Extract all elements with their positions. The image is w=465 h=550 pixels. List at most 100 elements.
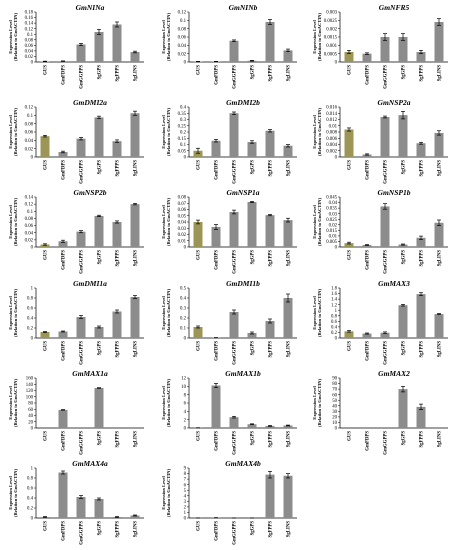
y-tick-label: 0.003 xyxy=(326,11,337,16)
bar xyxy=(416,237,426,247)
x-tick-label: SgFPPS xyxy=(116,521,121,538)
bar xyxy=(265,425,275,428)
y-axis-label: Expression Level xyxy=(8,386,13,420)
y-tick-label: 0.04 xyxy=(178,44,187,49)
x-tick-label: SgFPPS xyxy=(116,341,121,358)
y-axis-label: Expression Level xyxy=(8,115,13,149)
x-tick-label: GmFDPS xyxy=(366,250,371,270)
bar xyxy=(247,142,257,157)
y-tick-label: 80 xyxy=(28,402,33,407)
x-tick-label: GmFDPS xyxy=(215,65,220,85)
chart-title: GmMAX1a xyxy=(72,369,108,378)
y-tick-label: 0.12 xyxy=(25,106,34,111)
y-tick-label: 0.016 xyxy=(326,106,337,111)
x-tick-label: GmGGPPS xyxy=(384,341,389,365)
bar xyxy=(362,333,372,338)
x-tick-label: SgFPPS xyxy=(269,341,274,358)
bar xyxy=(283,50,293,62)
y-axis-label-unit: (Relation to GmACTIN) xyxy=(166,379,171,427)
y-tick-label: 8 xyxy=(184,393,187,398)
y-axis-label-unit: (Relation to GmACTIN) xyxy=(166,469,171,517)
x-tick-label: GmFDPS xyxy=(215,431,220,451)
chart-panel: GmMAX1a Expression Level (Relation to GmAC… xyxy=(8,369,144,455)
y-tick-label: 0 xyxy=(184,427,187,432)
x-tick-label: SgGPS xyxy=(98,431,103,446)
y-axis-label-unit: (Relation to GmACTIN) xyxy=(317,379,322,427)
x-tick-label: SgLINS xyxy=(287,65,292,82)
bar xyxy=(193,150,203,157)
x-tick-label: GmFDPS xyxy=(215,160,220,180)
x-tick-label: GUS xyxy=(44,160,49,170)
x-tick-label: SgLINS xyxy=(134,521,139,538)
chart-title: GmMAX3 xyxy=(378,279,410,288)
bar xyxy=(40,136,50,157)
y-tick-label: 0.06 xyxy=(25,131,34,136)
y-tick-label: 0.002 xyxy=(326,27,337,32)
y-tick-label: 0.04 xyxy=(329,201,338,206)
y-tick-label: 50 xyxy=(332,399,337,404)
x-tick-label: GmGGPPS xyxy=(384,65,389,89)
x-tick-label: SgLINS xyxy=(134,431,139,448)
y-tick-label: 0.2 xyxy=(331,331,338,336)
y-tick-label: 0.02 xyxy=(25,147,34,152)
x-tick-label: GUS xyxy=(197,341,202,351)
x-tick-label: SgFPPS xyxy=(269,65,274,82)
y-tick-label: 0 xyxy=(31,246,34,251)
bar xyxy=(434,222,444,247)
x-tick-label: SgFPPS xyxy=(269,160,274,177)
y-tick-label: 8 xyxy=(184,472,187,477)
y-tick-label: 0.0015 xyxy=(324,36,338,41)
x-tick-label: SgLINS xyxy=(287,431,292,448)
bar xyxy=(211,227,221,247)
bar xyxy=(94,327,104,338)
bar xyxy=(283,298,293,338)
bar xyxy=(416,52,426,62)
y-tick-label: 0 xyxy=(335,337,338,342)
chart-title: GmDMI1a xyxy=(73,279,107,288)
y-axis-label-unit: (Relation to GmACTIN) xyxy=(13,108,18,156)
x-tick-label: SgGPS xyxy=(98,341,103,356)
x-tick-label: SgFPPS xyxy=(116,250,121,267)
y-axis-label: Expression Level xyxy=(161,115,166,149)
chart-panel: GmNSP1a Expression Level (Relation to GmAC… xyxy=(161,188,297,274)
x-tick-label: GmFDPS xyxy=(62,521,67,541)
y-tick-label: 0.1 xyxy=(180,143,187,148)
y-axis-label: Expression Level xyxy=(161,205,166,239)
bar xyxy=(344,52,354,62)
y-tick-label: 0 xyxy=(335,427,338,432)
y-tick-label: 0.08 xyxy=(178,196,187,201)
x-tick-label: SgLINS xyxy=(287,341,292,358)
bar xyxy=(94,499,104,518)
bar xyxy=(40,244,50,247)
y-tick-label: 0.6 xyxy=(27,487,34,492)
y-tick-label: 0.4 xyxy=(331,325,338,330)
x-tick-label: GmFDPS xyxy=(215,250,220,270)
y-tick-label: 0.006 xyxy=(326,137,337,142)
bar xyxy=(130,515,140,518)
y-tick-label: 0.001 xyxy=(326,44,337,49)
bar xyxy=(94,117,104,157)
y-tick-label: 0.1 xyxy=(27,114,34,119)
bar xyxy=(229,312,239,338)
bar xyxy=(94,388,104,428)
y-tick-label: 20 xyxy=(332,415,337,420)
y-tick-label: 0.02 xyxy=(25,55,34,60)
x-tick-label: SgFPPS xyxy=(116,431,121,448)
y-tick-label: 40 xyxy=(28,414,33,419)
y-tick-label: 90 xyxy=(332,377,337,382)
y-tick-label: 0.3 xyxy=(180,118,187,123)
bar xyxy=(434,314,444,338)
y-tick-label: 0.1 xyxy=(27,33,34,38)
x-tick-label: GmGGPPS xyxy=(384,431,389,455)
y-tick-label: 6 xyxy=(184,402,187,407)
y-axis-label: Expression Level xyxy=(312,205,317,239)
y-tick-label: 0.01 xyxy=(329,234,338,239)
bar xyxy=(247,424,257,428)
x-tick-label: SgGPS xyxy=(251,65,256,80)
y-tick-label: 20 xyxy=(28,420,33,425)
y-tick-label: 9 xyxy=(184,467,187,472)
y-tick-label: 4 xyxy=(184,410,187,415)
y-tick-label: 0.12 xyxy=(178,11,187,16)
chart-title: GmDMI2a xyxy=(73,98,107,107)
x-tick-label: SgGPS xyxy=(251,521,256,536)
